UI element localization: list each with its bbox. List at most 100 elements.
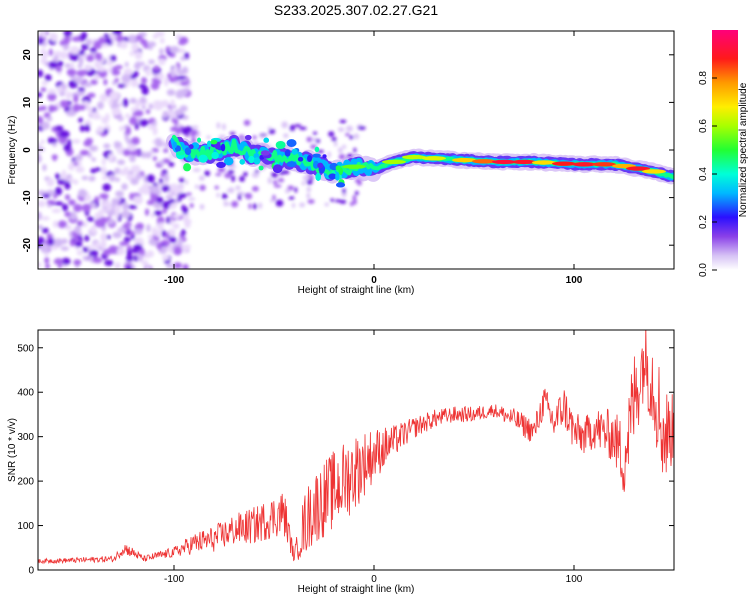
noise-speckle <box>41 31 47 38</box>
noise-speckle <box>131 136 140 145</box>
colorbar-tick-label: 0.4 <box>698 167 709 181</box>
noise-speckle <box>63 31 73 37</box>
x-tick-label: 100 <box>566 574 583 585</box>
noise-speckle <box>38 224 44 230</box>
noise-speckle <box>345 132 350 137</box>
noise-speckle <box>173 262 183 269</box>
ridge-blob <box>253 157 261 165</box>
noise-speckle <box>41 227 49 234</box>
noise-speckle <box>41 121 50 130</box>
noise-speckle <box>57 60 64 67</box>
noise-speckle <box>171 185 179 193</box>
noise-speckle <box>123 166 129 173</box>
noise-speckle <box>150 212 156 218</box>
noise-speckle <box>123 236 131 243</box>
ridge-blob <box>178 137 183 142</box>
noise-speckle <box>50 138 58 143</box>
noise-speckle <box>178 40 186 46</box>
noise-speckle <box>148 59 155 65</box>
noise-speckle <box>139 96 147 104</box>
noise-speckle <box>88 175 96 182</box>
noise-speckle <box>148 238 157 246</box>
noise-speckle <box>122 98 129 108</box>
ridge-hotspot <box>642 169 666 174</box>
ridge-blob <box>248 155 255 164</box>
noise-speckle <box>237 193 242 201</box>
noise-speckle <box>182 263 189 269</box>
noise-speckle <box>115 190 124 198</box>
noise-speckle <box>144 208 150 216</box>
noise-speckle <box>59 100 69 108</box>
noise-speckle <box>331 137 337 142</box>
noise-speckle <box>63 143 72 152</box>
noise-speckle <box>141 105 146 110</box>
ridge-blob <box>174 145 181 153</box>
noise-speckle <box>125 254 134 262</box>
noise-speckle <box>173 65 178 74</box>
ridge-blob <box>272 164 283 174</box>
noise-speckle <box>133 243 143 252</box>
noise-speckle <box>83 140 92 147</box>
ridge-blob <box>263 137 270 143</box>
noise-speckle <box>152 100 163 105</box>
noise-speckle <box>128 205 138 210</box>
noise-speckle <box>185 84 191 90</box>
noise-speckle <box>52 220 59 228</box>
noise-speckle <box>91 157 97 162</box>
noise-speckle <box>41 80 49 86</box>
noise-speckle <box>124 61 129 67</box>
noise-speckle <box>86 54 95 62</box>
noise-speckle <box>119 125 124 132</box>
noise-speckle <box>162 110 168 119</box>
noise-speckle <box>108 245 118 255</box>
noise-speckle <box>119 241 130 246</box>
noise-speckle <box>178 177 185 183</box>
ridge-hotspot <box>472 159 496 164</box>
noise-speckle <box>155 230 161 238</box>
noise-speckle <box>101 175 109 181</box>
noise-speckle <box>167 72 172 80</box>
noise-speckle <box>357 126 366 130</box>
noise-speckle <box>260 135 266 139</box>
noise-speckle <box>179 81 189 86</box>
noise-speckle <box>148 44 153 51</box>
noise-speckle <box>177 237 183 244</box>
ridge-blob <box>184 147 192 156</box>
ridge-hotspot <box>532 160 556 165</box>
noise-speckle <box>46 199 56 205</box>
noise-speckle <box>75 154 83 161</box>
noise-speckle <box>160 101 170 108</box>
noise-speckle <box>89 249 99 256</box>
noise-speckle <box>101 166 107 176</box>
colorbar-tick-label: 0.6 <box>698 119 709 133</box>
noise-speckle <box>245 192 253 200</box>
noise-speckle <box>95 52 100 61</box>
noise-speckle <box>192 168 201 172</box>
noise-speckle <box>129 154 136 163</box>
noise-speckle <box>342 144 347 149</box>
noise-speckle <box>99 216 108 224</box>
noise-speckle <box>216 122 221 129</box>
snr-frame <box>37 329 675 571</box>
noise-speckle <box>324 202 330 207</box>
noise-speckle <box>184 221 191 229</box>
noise-speckle <box>93 40 103 49</box>
noise-speckle <box>168 198 176 204</box>
noise-speckle <box>328 131 335 137</box>
noise-speckle <box>103 78 108 86</box>
ridge-blob <box>216 161 226 168</box>
noise-speckle <box>270 198 275 203</box>
ridge-hotspot <box>452 157 476 163</box>
ridge-blob <box>206 140 212 147</box>
y-tick-label: -20 <box>22 238 33 253</box>
noise-speckle <box>181 229 186 236</box>
colorbar-gradient <box>712 30 738 270</box>
noise-speckle <box>96 126 104 133</box>
noise-speckle <box>45 263 51 269</box>
snr-y-ticks: 0 100 200 300 400 500 <box>17 343 674 577</box>
noise-speckle <box>194 184 199 189</box>
ridge-blob <box>210 139 218 145</box>
noise-speckle <box>73 203 83 213</box>
noise-speckle <box>42 193 51 198</box>
noise-speckle <box>38 147 46 152</box>
